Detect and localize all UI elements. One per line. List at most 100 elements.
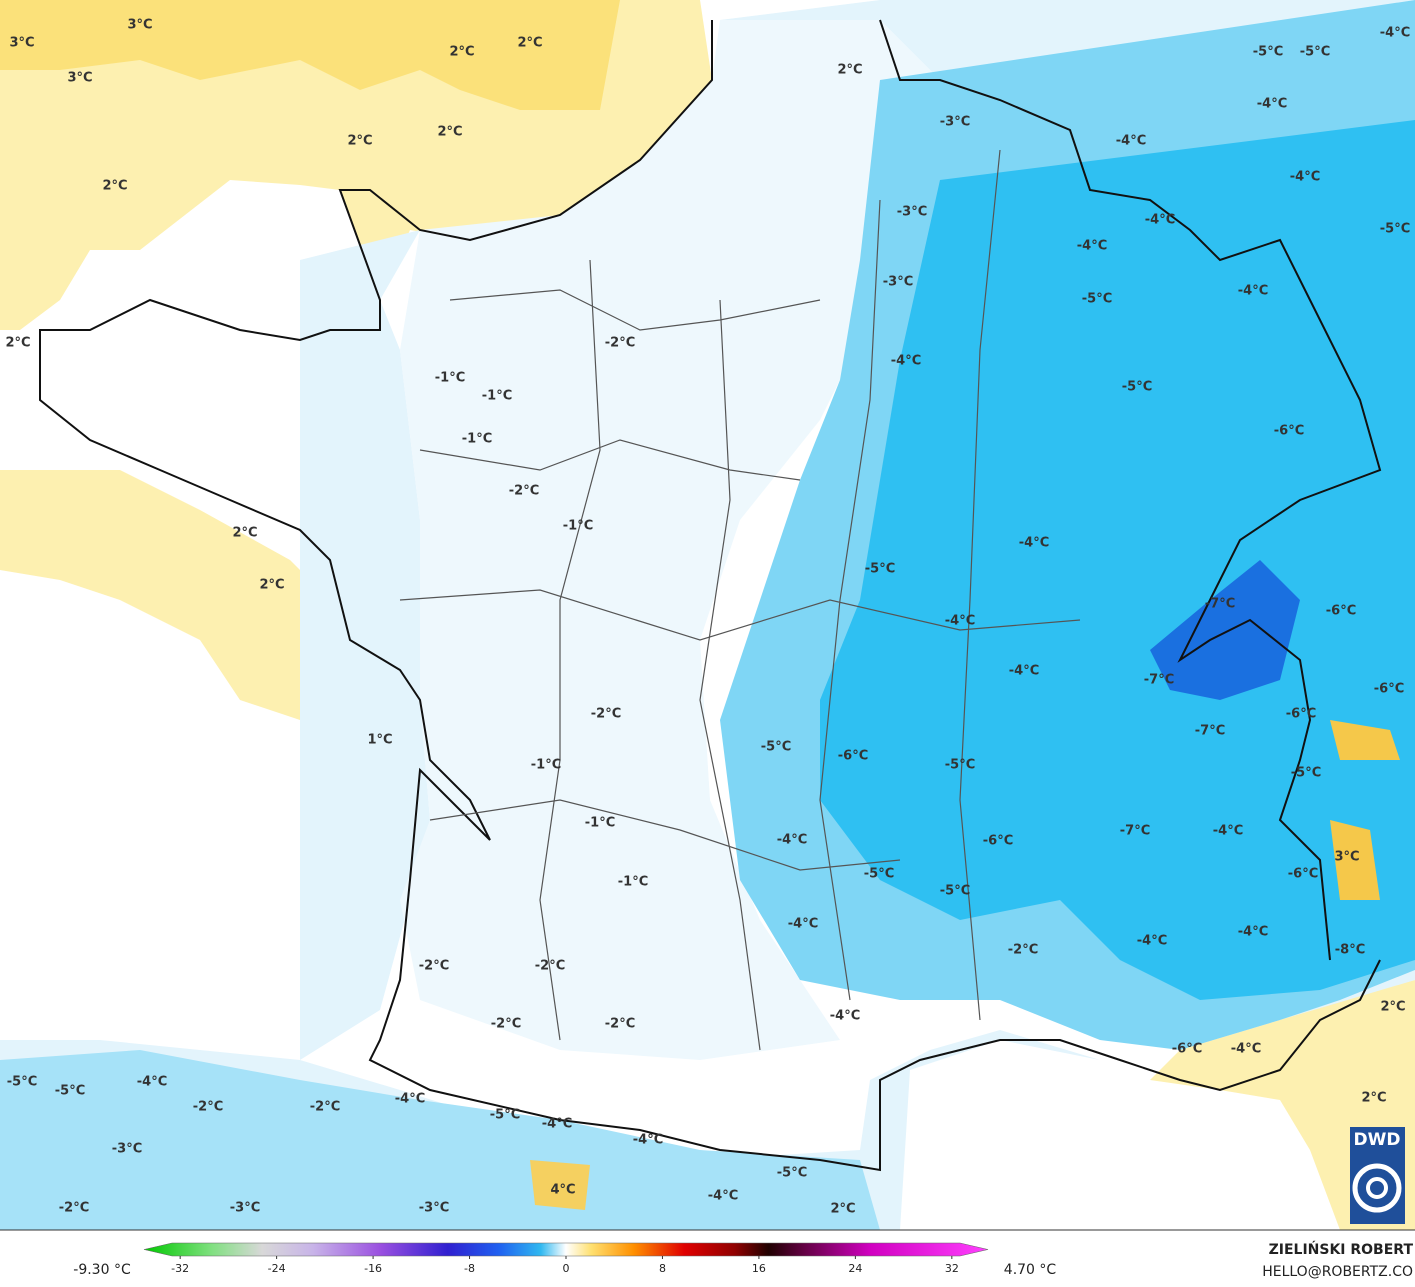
temperature-label: 2°C: [259, 578, 284, 593]
temperature-label: -6°C: [1274, 424, 1304, 439]
temperature-label: -5°C: [761, 740, 791, 755]
admin-border: [399, 149, 1081, 1051]
temperature-label: 2°C: [1380, 1000, 1405, 1015]
warm-spot: [530, 1160, 590, 1210]
temperature-label: -2°C: [1008, 943, 1038, 958]
colorbar-tick-label: 0: [563, 1262, 570, 1275]
temperature-label: -1°C: [585, 816, 615, 831]
very-cold-area: [820, 120, 1415, 1000]
temperature-label: -5°C: [940, 884, 970, 899]
temperature-label: 3°C: [127, 18, 152, 33]
temperature-label: -1°C: [462, 432, 492, 447]
temperature-label: -7°C: [1144, 673, 1174, 688]
temperature-label: 3°C: [9, 36, 34, 51]
temperature-label: -4°C: [1213, 824, 1243, 839]
temperature-label: 2°C: [837, 63, 862, 78]
colorbar: -32 -24 -16 -8 0 8 16 24 32: [143, 1242, 989, 1275]
colorbar-tick-label: -24: [268, 1262, 286, 1275]
temperature-label: 2°C: [102, 179, 127, 194]
cold-area: [0, 0, 1415, 1230]
temperature-label: -4°C: [891, 354, 921, 369]
colorbar-tick-label: 32: [945, 1262, 959, 1275]
temperature-label: -5°C: [777, 1166, 807, 1181]
temperature-label: -2°C: [59, 1201, 89, 1216]
temperature-label: -4°C: [1380, 26, 1410, 41]
temperature-label: -7°C: [1205, 597, 1235, 612]
colorbar-tick-label: 16: [752, 1262, 766, 1275]
temperature-label: -4°C: [1231, 1042, 1261, 1057]
temperature-label: -4°C: [1257, 97, 1287, 112]
temperature-label: -1°C: [618, 875, 648, 890]
temperature-label: -5°C: [1380, 222, 1410, 237]
temperature-label: -3°C: [230, 1201, 260, 1216]
temperature-label: -8°C: [1335, 943, 1365, 958]
coldest-area: [1150, 560, 1300, 700]
temperature-label: -2°C: [605, 1017, 635, 1032]
temperature-label: -4°C: [1116, 134, 1146, 149]
temperature-label: -3°C: [112, 1142, 142, 1157]
temperature-label: -4°C: [1077, 239, 1107, 254]
temperature-label: -1°C: [563, 519, 593, 534]
temperature-label: -5°C: [945, 758, 975, 773]
temperature-label: -4°C: [708, 1189, 738, 1204]
colorbar-tick-label: -16: [364, 1262, 382, 1275]
mild-cold-area: [400, 20, 940, 1060]
temperature-label: 4°C: [550, 1183, 575, 1198]
author: ZIELIŃSKI ROBERT: [1269, 1240, 1414, 1258]
temperature-label: -6°C: [1374, 682, 1404, 697]
temperature-label: -3°C: [419, 1201, 449, 1216]
colorbar-tick-label: -32: [171, 1262, 189, 1275]
temperature-label: -5°C: [864, 867, 894, 882]
temperature-label: -4°C: [395, 1092, 425, 1107]
temperature-label: -2°C: [509, 484, 539, 499]
temperature-label: -6°C: [1172, 1042, 1202, 1057]
warm-area: [0, 0, 620, 110]
temperature-label: -2°C: [310, 1100, 340, 1115]
warm-spot: [1330, 720, 1400, 900]
temperature-label: -5°C: [1300, 45, 1330, 60]
temperature-label: -2°C: [535, 959, 565, 974]
coastline-border: [39, 19, 1382, 1172]
temperature-label: -6°C: [983, 834, 1013, 849]
temperature-label: 2°C: [830, 1202, 855, 1217]
temperature-label: -7°C: [1120, 824, 1150, 839]
warm-area: [1150, 980, 1415, 1230]
temperature-label: 3°C: [67, 71, 92, 86]
temperature-label: -4°C: [137, 1075, 167, 1090]
temperature-label: 2°C: [1361, 1091, 1386, 1106]
colorbar-tick-label: -8: [464, 1262, 475, 1275]
temperature-label: -5°C: [55, 1084, 85, 1099]
cold-area: [0, 1050, 880, 1230]
temperature-label: -4°C: [1145, 213, 1175, 228]
temperature-label: -1°C: [531, 758, 561, 773]
temperature-label: -3°C: [940, 115, 970, 130]
temperature-label: -4°C: [1137, 934, 1167, 949]
temperature-label: -5°C: [1082, 292, 1112, 307]
temperature-label: -6°C: [1326, 604, 1356, 619]
temperature-label: -2°C: [591, 707, 621, 722]
temperature-label: -4°C: [830, 1009, 860, 1024]
temperature-label: -2°C: [419, 959, 449, 974]
temperature-label: -4°C: [777, 833, 807, 848]
contact: HELLO@ROBERTZ.CO: [1262, 1264, 1413, 1280]
temperature-label: -4°C: [1290, 170, 1320, 185]
temperature-label: 2°C: [449, 45, 474, 60]
temperature-label: 2°C: [517, 36, 542, 51]
colorbar-fill: [143, 1242, 989, 1257]
temperature-label: -5°C: [7, 1075, 37, 1090]
temperature-label: -3°C: [883, 275, 913, 290]
temperature-label: -1°C: [482, 389, 512, 404]
colorbar-tick-label: 8: [659, 1262, 666, 1275]
colorbar-max: 4.70 °C: [1004, 1262, 1057, 1278]
temperature-label: 1°C: [367, 733, 392, 748]
temperature-label: -7°C: [1195, 724, 1225, 739]
temperature-label: 2°C: [437, 125, 462, 140]
logo-text: DWD: [1354, 1130, 1401, 1150]
temperature-label: -5°C: [490, 1108, 520, 1123]
temperature-label: -4°C: [1238, 925, 1268, 940]
footer: [0, 1230, 1415, 1287]
temperature-label: -4°C: [945, 614, 975, 629]
temperature-label: -6°C: [838, 749, 868, 764]
temperature-label: -2°C: [491, 1017, 521, 1032]
